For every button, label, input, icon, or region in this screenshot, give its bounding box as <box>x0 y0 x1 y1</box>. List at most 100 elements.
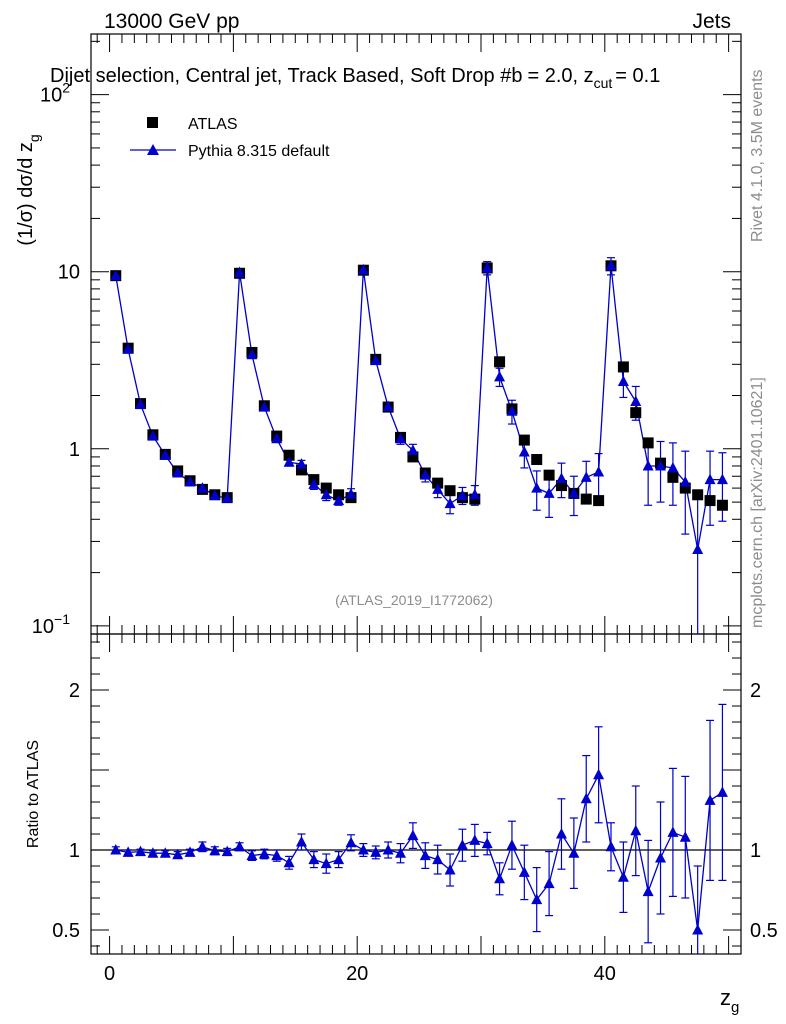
beam-label: 13000 GeV pp <box>104 10 239 33</box>
ratio-point <box>692 924 704 935</box>
mc-point <box>234 266 246 277</box>
mc-point <box>184 475 196 487</box>
ratio-point <box>147 847 159 858</box>
mc-point <box>258 401 270 412</box>
ratio-point <box>295 836 307 847</box>
ratio-point <box>234 840 246 852</box>
ratio-point <box>135 845 147 857</box>
ratio-point <box>679 831 691 842</box>
atlas-point <box>320 482 332 494</box>
x-tick-label: 20 <box>346 963 368 985</box>
ratio-y-tick-label-left: 2 <box>69 680 80 702</box>
atlas-point <box>630 407 642 419</box>
mc-point <box>716 473 728 485</box>
mc-point <box>580 471 592 482</box>
ratio-point <box>642 885 654 897</box>
analysis-group-label: Jets <box>692 10 731 33</box>
mc-point <box>506 405 518 416</box>
analysis-id-watermark: (ATLAS_2019_I1772062) <box>335 592 493 608</box>
mc-point <box>432 483 444 494</box>
ratio-point <box>159 847 171 858</box>
ratio-point <box>568 847 580 858</box>
ratio-point <box>494 872 506 884</box>
mc-point <box>469 488 481 500</box>
ratio-point <box>283 856 295 868</box>
ratio-point <box>308 853 320 865</box>
atlas-point <box>283 449 295 461</box>
atlas-point <box>295 464 307 476</box>
ratio-point <box>444 864 456 875</box>
ratio-panel-frame <box>90 633 742 955</box>
atlas-point <box>704 495 716 507</box>
mc-point <box>370 354 382 366</box>
ratio-point <box>345 836 357 848</box>
atlas-point <box>531 454 543 466</box>
ratio-point <box>382 844 394 855</box>
ratio-point <box>221 845 233 857</box>
atlas-point <box>407 451 419 463</box>
mc-point <box>543 487 555 498</box>
mc-point <box>122 343 134 354</box>
mc-point <box>172 467 184 478</box>
main-y-tick-label: 10 <box>58 262 80 284</box>
mc-point <box>655 459 667 471</box>
main-plot-marks <box>110 257 728 634</box>
ratio-point <box>172 848 184 860</box>
mc-point <box>271 432 283 444</box>
ratio-y-tick-label-right: 0.5 <box>750 920 778 942</box>
atlas-point <box>716 499 728 511</box>
plot-title: Dijet selection, Central jet, Track Base… <box>50 65 660 91</box>
mc-point <box>357 263 369 275</box>
ratio-point <box>320 857 332 869</box>
ratio-point <box>655 852 667 863</box>
ratio-point <box>271 849 283 861</box>
ratio-point <box>667 826 679 837</box>
mc-point <box>593 465 605 477</box>
ratio-y-tick-label-left: 0.5 <box>52 920 80 942</box>
atlas-point <box>555 480 567 492</box>
ratio-point <box>481 837 493 849</box>
ratio-point <box>110 844 122 855</box>
main-y-tick-label: 10−1 <box>32 611 70 638</box>
atlas-point <box>432 477 444 489</box>
ratio-point <box>531 893 543 905</box>
main-y-axis-title: (1/σ) dσ/d zg <box>15 134 42 245</box>
x-tick-label: 40 <box>594 963 616 985</box>
ratio-point <box>617 871 629 882</box>
mc-point <box>382 400 394 412</box>
mc-point <box>555 472 567 483</box>
ratio-point <box>593 768 605 780</box>
atlas-point <box>518 434 530 446</box>
ratio-point <box>258 848 270 859</box>
mc-point <box>308 478 320 489</box>
main-y-tick-label: 1 <box>69 439 80 461</box>
ratio-axis-ticks: 0.5 0.5 1 1 2 2 <box>52 641 778 947</box>
ratio-point <box>716 786 728 797</box>
mc-point <box>617 375 629 386</box>
ratio-point <box>555 828 567 839</box>
mc-point <box>333 494 345 506</box>
mc-point <box>196 482 208 493</box>
mc-point <box>494 370 506 382</box>
ratio-point <box>419 849 431 861</box>
ratio-point <box>370 846 382 857</box>
mc-point <box>456 489 468 500</box>
rivet-version-label: Rivet 4.1.0, 3.5M events <box>749 69 766 242</box>
ratio-point <box>605 840 617 852</box>
legend-mc-marker <box>147 144 159 155</box>
mc-point <box>630 395 642 406</box>
mc-point <box>135 398 147 409</box>
mc-point <box>246 348 258 360</box>
mc-point <box>110 269 122 281</box>
ratio-y-tick-label-right: 2 <box>750 680 761 702</box>
atlas-point <box>642 437 654 449</box>
x-axis-title: zg <box>720 985 739 1016</box>
mc-point <box>407 444 419 455</box>
ratio-y-axis-title: Ratio to ATLAS <box>25 740 42 848</box>
ratio-point <box>333 853 345 865</box>
mc-point <box>209 489 221 500</box>
x-axis-ticks: 0 20 40 <box>96 34 730 985</box>
ratio-point <box>196 840 208 852</box>
ratio-point <box>246 849 258 861</box>
ratio-plot-marks <box>110 703 728 954</box>
